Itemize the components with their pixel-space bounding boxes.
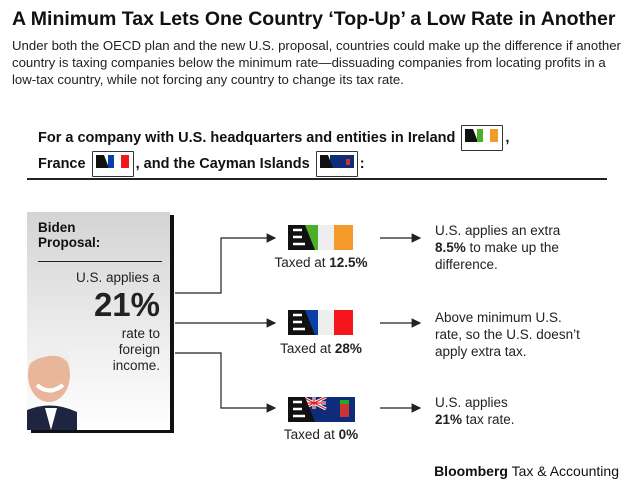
card-divider: [38, 261, 162, 262]
ireland-flag-icon: [288, 225, 353, 250]
ireland-outcome: U.S. applies an extra 8.5% to make up th…: [435, 223, 561, 272]
france-mini-flag-icon: [91, 151, 134, 177]
cayman-flag-icon: [288, 397, 355, 422]
subheading: For a company with U.S. headquarters and…: [38, 125, 598, 177]
france-flag-icon: [288, 310, 353, 335]
subheading-part: France: [38, 155, 86, 172]
bloomberg-logo: Bloomberg Tax & Accounting: [434, 463, 619, 479]
intro-text: Under both the OECD plan and the new U.S…: [12, 38, 621, 87]
france-outcome: Above minimum U.S. rate, so the U.S. doe…: [435, 310, 580, 359]
biden-photo: [27, 344, 77, 430]
subheading-part: For a company with U.S. headquarters and…: [38, 129, 456, 146]
card-heading: Biden Proposal:: [38, 220, 101, 250]
card-rate: 21%: [93, 286, 160, 323]
ireland-mini-flag-icon: [461, 125, 504, 151]
subheading-part: , and the Cayman Islands: [135, 155, 310, 172]
ireland-caption: Taxed at 12.5%: [274, 255, 368, 270]
divider: [27, 178, 607, 180]
cayman-mini-flag-icon: [315, 151, 358, 177]
card-text: rate to foreign income.: [112, 326, 160, 373]
page-title: A Minimum Tax Lets One Country ‘Top-Up’ …: [12, 8, 616, 30]
france-caption: Taxed at 28%: [280, 341, 362, 356]
cayman-caption: Taxed at 0%: [283, 427, 359, 442]
cayman-outcome: U.S. applies 21% tax rate.: [435, 395, 515, 427]
card-text: U.S. applies a: [75, 270, 160, 285]
